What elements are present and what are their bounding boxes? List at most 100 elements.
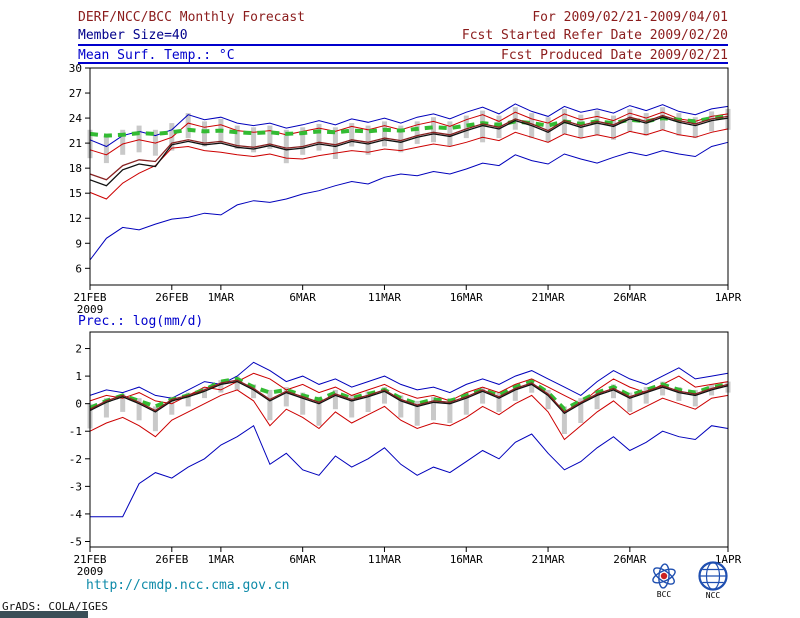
ensemble-spread-bar [382,387,387,404]
y-tick-label: 12 [69,212,82,225]
ensemble-spread-bar [676,387,682,401]
ensemble-spread-bar [103,135,109,164]
ncc-logo-text: NCC [706,591,721,600]
series-member-max [89,103,729,148]
ensemble-spread-bar [480,387,486,404]
ensemble-spread-bar [463,392,469,415]
series-plus-sigma [89,111,729,156]
ensemble-spread-bar [676,113,682,136]
ensemble-spread-bar [545,117,551,143]
y-tick-label: 30 [69,62,82,75]
ensemble-spread-bar [447,398,453,423]
y-tick-label: -3 [69,480,82,493]
y-tick-label: 6 [75,262,82,275]
ensemble-spread-bar [365,125,371,155]
y-tick-label: 0 [75,398,82,411]
header-divider-2 [78,62,728,64]
y-tick-label: 27 [69,87,82,100]
ensemble-spread-bar [447,121,453,147]
x-tick-label: 21MAR [531,553,564,566]
header-divider-1 [78,44,728,46]
x-tick-label: 6MAR [289,553,316,566]
ensemble-spread-bar [414,400,420,426]
header-row-2: Member Size=40 Fcst Started Refer Date 2… [78,28,728,43]
y-tick-label: -5 [69,535,82,548]
grads-credit: GrADS: COLA/IGES [2,600,108,613]
ensemble-spread-bar [463,115,469,139]
x-tick-label: 6MAR [289,291,316,304]
ensemble-spread-bar [578,114,584,139]
ensemble-spread-bar [643,113,649,136]
ensemble-spread-bar [349,395,355,418]
ensemble-spread-bar [234,376,240,390]
series-ensemble-mean [89,116,729,187]
ensemble-spread-bar [594,389,600,410]
x-tick-label: 21FEB [73,291,106,304]
ensemble-spread-bar [185,392,191,407]
ensemble-spread-bar [136,125,142,153]
x-tick-label: 1MAR [208,291,235,304]
ensemble-spread-bar [185,113,191,139]
x-tick-label: 21FEB [73,553,106,566]
ensemble-spread-bar [103,398,109,418]
x-tick-label: 16MAR [450,553,483,566]
page-title: DERF/NCC/BCC Monthly Forecast [78,10,305,25]
y-tick-label: 21 [69,137,82,150]
prec-chart-label: Prec.: log(mm/d) [78,314,204,329]
ensemble-spread-bar [283,387,289,407]
member-size-label: Member Size=40 [78,28,188,43]
ensemble-spread-bar [398,395,404,418]
ensemble-spread-bar [267,389,273,421]
ensemble-spread-bar [316,396,322,426]
x-tick-label: 26FEB [155,291,188,304]
ensemble-spread-bar [709,111,715,132]
x-tick-label: 1APR [715,553,742,566]
ensemble-spread-bar [218,380,224,393]
ensemble-spread-bar [365,391,371,412]
ensemble-spread-bar [267,125,273,149]
ensemble-spread-bar [169,396,175,415]
x-tick-label: 26MAR [613,553,646,566]
ensemble-spread-bar [234,125,240,149]
ensemble-spread-bar [561,406,567,434]
bottom-bar [0,611,88,618]
y-tick-label: 1 [75,370,82,383]
website-url[interactable]: http://cmdp.ncc.cma.gov.cn [86,578,290,593]
ensemble-spread-bar [300,127,306,155]
ensemble-spread-bar [660,381,666,396]
y-tick-label: 9 [75,237,82,250]
ensemble-spread-bar [431,117,436,143]
series-member-min [89,141,729,261]
ensemble-spread-bar [251,127,257,153]
ensemble-spread-bar [251,384,257,399]
ensemble-spread-bar [611,384,616,399]
ensemble-spread-bar [349,123,355,147]
series-member-max [89,361,729,399]
bcc-logo-core [660,572,668,580]
x-tick-sublabel: 2009 [77,303,104,316]
plot-frame [89,331,729,548]
header-row-3: Mean Surf. Temp.: °C Fcst Produced Date … [78,48,728,63]
y-tick-label: 24 [69,112,83,125]
ensemble-spread-bar [431,396,436,421]
ensemble-spread-bar [512,384,518,401]
produced-date-label: Fcst Produced Date 2009/02/21 [501,48,728,63]
ensemble-spread-bar [283,129,289,164]
ensemble-spread-bar [398,125,404,153]
series-control-run [89,114,729,181]
y-tick-label: -1 [69,425,82,438]
ensemble-spread-bar [332,389,338,410]
ensemble-spread-bar [332,127,338,159]
x-tick-label: 11MAR [368,553,401,566]
y-tick-label: -4 [69,508,83,521]
ensemble-spread-bar [414,121,420,144]
x-tick-label: 1MAR [208,553,235,566]
refer-date-label: Fcst Started Refer Date 2009/02/20 [461,28,728,43]
ensemble-spread-bar [202,387,207,399]
ensemble-spread-bar [627,392,633,412]
x-tick-label: 16MAR [450,291,483,304]
ensemble-spread-bar [627,108,633,132]
